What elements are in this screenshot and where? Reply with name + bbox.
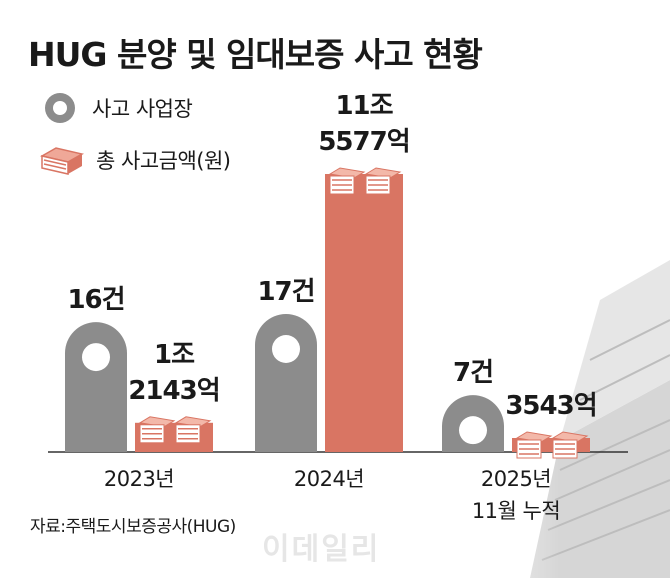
bar-amount-1 bbox=[325, 174, 403, 452]
x-tick-label-line: 2024년 bbox=[293, 467, 365, 491]
x-tick-label-line: 2023년 bbox=[103, 467, 175, 491]
label-sites-0-line: 16건 bbox=[67, 285, 125, 316]
legend-item-amount: 총 사고금액(원) bbox=[40, 140, 231, 180]
bar-sites-marker-0 bbox=[82, 343, 110, 372]
bar-sites-marker-1 bbox=[272, 335, 300, 363]
money-stack-icon bbox=[40, 147, 84, 175]
bar-sites-0 bbox=[65, 322, 127, 452]
label-amount-2: 3543억 bbox=[451, 388, 651, 424]
label-sites-2-line: 7건 bbox=[452, 358, 494, 389]
money-stack-0 bbox=[138, 416, 212, 444]
label-amount-1: 11조 5577억 bbox=[264, 88, 464, 160]
x-tick-label-line: 11월 누적 bbox=[471, 499, 561, 523]
label-sites-0: 16건 bbox=[0, 282, 196, 318]
bar-sites-1 bbox=[255, 314, 317, 452]
chart-title: HUG 분양 및 임대보증 사고 현황 bbox=[28, 35, 483, 74]
label-amount-0-line: 1조 bbox=[153, 339, 195, 370]
bar-sites-marker-2 bbox=[459, 416, 487, 445]
label-amount-0-line: 2143억 bbox=[128, 375, 220, 406]
x-tick-label-2: 2025년 11월 누적 bbox=[416, 463, 616, 527]
circle-marker-icon bbox=[45, 93, 75, 123]
label-amount-1-line: 5577억 bbox=[318, 127, 410, 157]
x-tick-label-0: 2023년 bbox=[39, 463, 239, 495]
label-sites-2: 7건 bbox=[373, 355, 573, 391]
legend-label-sites: 사고 사업장 bbox=[92, 97, 193, 121]
x-tick-label-1: 2024년 bbox=[229, 463, 429, 495]
money-stack-1 bbox=[328, 167, 402, 195]
label-amount-0: 1조 2143억 bbox=[74, 337, 274, 409]
label-sites-1-line: 17건 bbox=[257, 277, 315, 307]
legend-label-amount: 총 사고금액(원) bbox=[96, 149, 231, 173]
label-amount-2-line: 3543억 bbox=[505, 391, 597, 421]
x-tick-label-line: 2025년 bbox=[480, 467, 552, 491]
money-stack-2 bbox=[515, 431, 589, 459]
label-amount-1-line: 11조 bbox=[335, 91, 393, 121]
source-note: 자료:주택도시보증공사(HUG) bbox=[30, 517, 236, 537]
legend-item-sites: 사고 사업장 bbox=[40, 88, 193, 128]
watermark: 이데일리 bbox=[262, 532, 381, 567]
label-sites-1: 17건 bbox=[186, 274, 386, 310]
